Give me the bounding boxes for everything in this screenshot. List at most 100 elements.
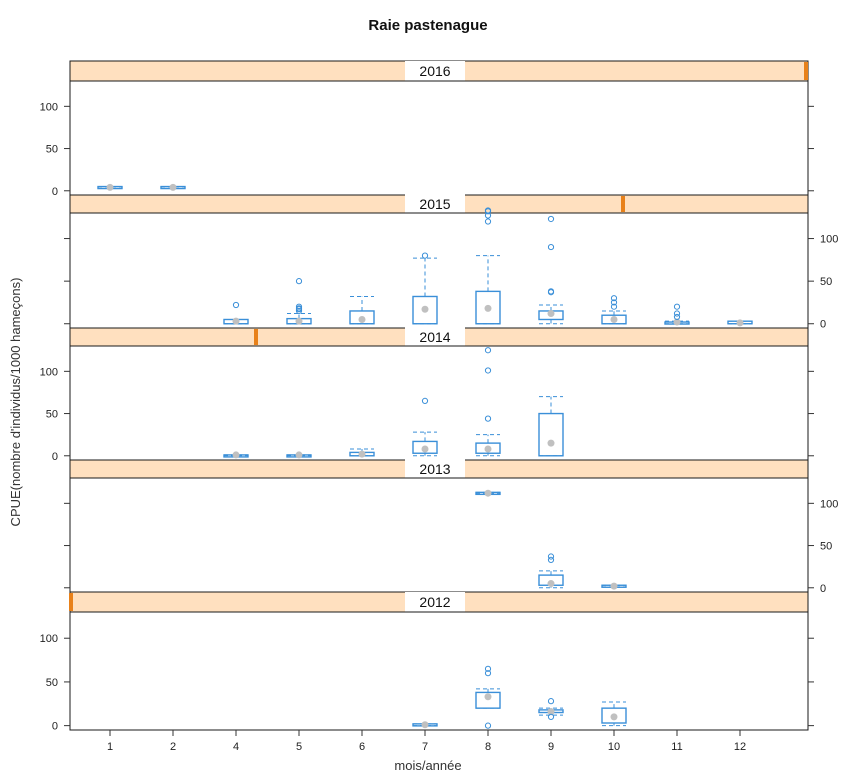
median-dot (673, 318, 681, 326)
box-2014-m8 (475, 347, 501, 457)
strip-label-bg-2012 (405, 592, 465, 612)
median-dot (358, 315, 366, 323)
strip-label-bg-2015 (405, 194, 465, 214)
box-rect (412, 440, 438, 454)
x-tick-label: 8 (485, 741, 491, 753)
y-tick-label: 50 (820, 541, 832, 553)
median-dot (610, 315, 618, 323)
outlier-point (421, 397, 429, 404)
box-2016-m2 (160, 183, 186, 191)
box-2016-m1 (97, 183, 123, 191)
strip-label-bg-2016 (405, 61, 465, 81)
median-dot (358, 450, 366, 458)
y-tick-label: 100 (820, 234, 838, 246)
panel-frame-2013 (69, 477, 809, 593)
outlier-point (484, 347, 492, 354)
y-tick-label: 100 (40, 101, 58, 113)
outlier-point (547, 215, 555, 223)
outlier-point (610, 295, 618, 302)
median-dot (421, 305, 429, 313)
panel-frame-2015 (69, 212, 809, 329)
median-dot (547, 310, 555, 318)
outlier-point (547, 713, 555, 720)
box-2015-m11 (664, 303, 690, 326)
outlier-point (673, 313, 681, 321)
box-rect (475, 691, 501, 709)
strip-label-2016: 2016 (419, 63, 450, 79)
outlier-point (484, 218, 492, 225)
x-tick-label: 11 (671, 741, 682, 753)
median-dot (421, 445, 429, 453)
panel-2014: 2014 0 50 100 (40, 327, 814, 463)
x-tick-label: 4 (233, 741, 239, 753)
median-dot (232, 317, 240, 325)
strip-label-2012: 2012 (419, 594, 450, 610)
median-dot (484, 693, 492, 701)
median-dot (232, 451, 240, 459)
y-tick-label: 50 (46, 677, 58, 689)
x-tick-label: 1 (107, 741, 113, 753)
strip-label-bg-2013 (405, 459, 465, 479)
box-2013-m8 (475, 489, 501, 497)
y-axis-label: CPUE(nombre d'individus/1000 hameçons) (8, 278, 23, 527)
panel-2013: 2013 0 50 100 (64, 459, 838, 595)
box-rect (412, 295, 438, 325)
box-2015-m6 (349, 295, 375, 325)
box-2012-m10 (601, 701, 627, 727)
box-2015-m10 (601, 295, 627, 325)
median-dot (547, 708, 555, 716)
box-2014-m5 (286, 451, 312, 459)
strip-indicator-2014 (254, 329, 258, 345)
median-dot (106, 183, 114, 191)
box-2015-m9 (538, 215, 564, 325)
median-dot (421, 721, 429, 729)
box-rect (601, 314, 627, 325)
x-tick-label: 10 (608, 741, 620, 753)
strip-label-2014: 2014 (419, 329, 450, 345)
outlier-point (484, 207, 492, 214)
box-2015-m5 (286, 278, 312, 325)
strip-label-bg-2014 (405, 327, 465, 347)
panel-2012: 2012 0 50 100 (40, 591, 814, 733)
x-axis-ticks: 1 2 4 5 6 7 8 9 10 11 12 (107, 730, 746, 753)
median-dot (547, 439, 555, 447)
strip-indicator-2016 (804, 62, 808, 80)
outlier-point (484, 665, 492, 672)
strip-label-2013: 2013 (419, 461, 450, 477)
box-rect (601, 707, 627, 724)
median-dot (484, 489, 492, 497)
box-2012-m8 (475, 665, 501, 729)
panels-group: 2016 0 50 100 2015 0 50 100 2014 0 50 100 2013 0 50 100… (40, 60, 838, 733)
strip-label-2015: 2015 (419, 196, 450, 212)
outlier-point (484, 722, 492, 729)
y-tick-label: 0 (52, 451, 58, 463)
y-tick-label: 100 (820, 498, 838, 510)
box-2014-m9 (538, 396, 564, 457)
median-dot (484, 304, 492, 312)
y-tick-label: 100 (40, 633, 58, 645)
outlier-point (673, 303, 681, 310)
outlier-point (610, 299, 618, 306)
panel-2015: 2015 0 50 100 (64, 194, 838, 331)
x-tick-label: 6 (359, 741, 365, 753)
box-2015-m12 (727, 319, 753, 327)
panel-frame-2012 (69, 611, 809, 731)
box-2014-m7 (412, 397, 438, 457)
outlier-point (547, 698, 555, 705)
outlier-point (673, 310, 681, 317)
box-2012-m7 (412, 721, 438, 729)
panel-frame-2016 (69, 80, 809, 196)
y-tick-label: 0 (820, 319, 826, 331)
box-2013-m10 (601, 582, 627, 590)
box-2013-m9 (538, 553, 564, 589)
y-tick-label: 50 (820, 276, 832, 288)
outlier-point (547, 556, 555, 564)
outlier-point (547, 243, 555, 251)
outlier-point (484, 415, 492, 422)
median-dot (736, 319, 744, 327)
y-tick-label: 0 (52, 721, 58, 733)
outlier-point (547, 288, 555, 295)
box-rect (538, 412, 564, 457)
strip-indicator-2015 (621, 196, 625, 212)
